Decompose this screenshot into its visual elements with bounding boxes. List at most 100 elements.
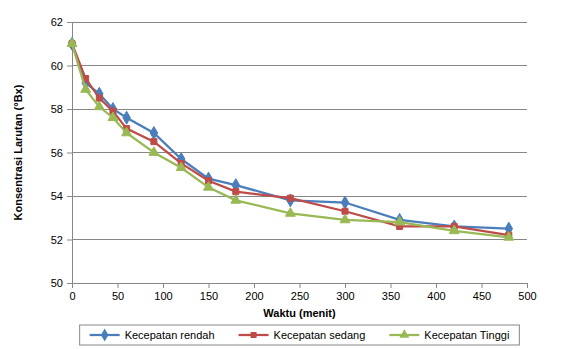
marker: [81, 84, 91, 93]
legend-marker: [399, 329, 409, 338]
tick-label: 52: [51, 234, 63, 246]
tick-label: 54: [51, 190, 63, 202]
marker: [287, 195, 293, 201]
tick-label: 50: [112, 290, 124, 302]
series: [67, 38, 514, 240]
marker: [395, 216, 405, 225]
tick-label: 250: [291, 290, 309, 302]
marker: [151, 139, 157, 145]
tick-mark: [67, 240, 72, 241]
legend-label: Kecepatan sedang: [274, 329, 366, 341]
tick-label: 56: [51, 147, 63, 159]
x-axis: 0 50 100 150 200 250 300 350 400 450 500: [69, 283, 536, 302]
marker: [204, 182, 214, 191]
tick-mark: [482, 283, 483, 288]
tick: 400: [427, 283, 445, 302]
tick: 54: [51, 190, 72, 202]
marker: [449, 225, 459, 234]
tick-mark: [209, 283, 210, 288]
marker: [231, 195, 241, 204]
tick-label: 500: [518, 290, 536, 302]
grid-line: [72, 239, 527, 240]
tick: 52: [51, 234, 72, 246]
marker: [285, 208, 295, 217]
legend: Kecepatan rendah Kecepatan sedang Kecepata…: [80, 325, 520, 345]
tick: 150: [200, 283, 218, 302]
tick-mark: [436, 283, 437, 288]
marker: [341, 196, 348, 209]
tick: 450: [473, 283, 491, 302]
legend-entry: Kecepatan rendah: [90, 329, 215, 342]
tick-label: 62: [51, 16, 63, 28]
tick-mark: [527, 283, 528, 288]
axis-line: [73, 284, 528, 289]
tick: 58: [51, 103, 72, 115]
legend-marker: [101, 329, 108, 342]
series-group: [67, 37, 514, 240]
series-line: [72, 44, 509, 229]
marker: [122, 127, 132, 136]
marker: [504, 232, 514, 241]
tick-label: 400: [427, 290, 445, 302]
grid: [72, 22, 527, 283]
tick-mark: [67, 66, 72, 67]
tick-mark: [391, 283, 392, 288]
marker: [67, 38, 77, 47]
marker: [176, 162, 186, 171]
tick-label: 150: [200, 290, 218, 302]
tick-label: 50: [51, 277, 63, 289]
legend-label: Kecepatan rendah: [125, 329, 215, 341]
tick-mark: [67, 109, 72, 110]
y-axis: 50 52 54 56 58 60 62: [51, 16, 73, 289]
tick-label: 200: [245, 290, 263, 302]
series: [68, 37, 512, 235]
chart: 50 52 54 56 58 60 62 0 50 100 150 200 250 300 350 400 45…: [0, 0, 582, 349]
marker: [149, 147, 159, 156]
grid-line: [72, 65, 527, 66]
x-axis-title: Waktu (menit): [263, 307, 336, 319]
tick: 100: [154, 283, 172, 302]
legend-entry: Kecepatan Tinggi: [389, 329, 509, 341]
legend-box: [80, 325, 520, 345]
tick-label: 60: [51, 60, 63, 72]
tick-mark: [163, 283, 164, 288]
tick-mark: [67, 22, 72, 23]
marker: [287, 194, 294, 207]
tick-label: 0: [69, 290, 75, 302]
tick: 0: [69, 283, 75, 302]
legend-label: Kecepatan Tinggi: [424, 329, 509, 341]
marker: [123, 111, 130, 124]
tick: 56: [51, 147, 72, 159]
grid-line: [72, 196, 527, 197]
tick-mark: [67, 196, 72, 197]
marker: [340, 214, 350, 223]
tick: 500: [518, 283, 536, 302]
grid-line: [72, 109, 527, 110]
marker: [150, 126, 157, 139]
legend-marker: [251, 332, 257, 338]
tick-mark: [254, 283, 255, 288]
tick: 350: [382, 283, 400, 302]
tick: 300: [336, 283, 354, 302]
tick-label: 58: [51, 103, 63, 115]
tick-mark: [72, 283, 73, 288]
tick: 62: [51, 16, 72, 28]
y-axis-title: Konsentrasi Larutan (°Bx): [12, 84, 24, 220]
grid-line: [72, 152, 527, 153]
tick: 60: [51, 60, 72, 72]
marker: [108, 112, 118, 121]
tick: 250: [291, 283, 309, 302]
axis-line: [67, 23, 73, 284]
legend-entry: Kecepatan sedang: [239, 329, 366, 341]
tick: 200: [245, 283, 263, 302]
tick-mark: [67, 283, 72, 284]
grid-line: [72, 22, 527, 23]
series: [69, 41, 512, 238]
tick-mark: [300, 283, 301, 288]
tick-mark: [118, 283, 119, 288]
tick-label: 450: [473, 290, 491, 302]
plot-area: 50 52 54 56 58 60 62 0 50 100 150 200 250 300 350 400 45…: [51, 16, 537, 302]
tick-mark: [345, 283, 346, 288]
tick: 50: [51, 277, 72, 289]
tick-label: 100: [154, 290, 172, 302]
